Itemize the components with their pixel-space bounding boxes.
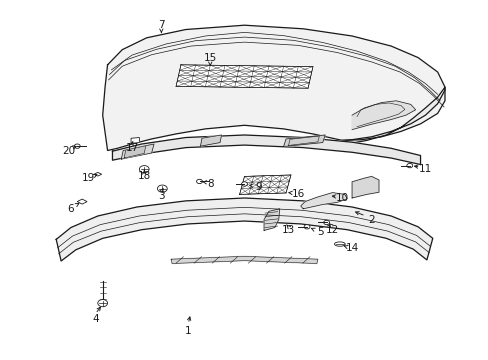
Text: 12: 12 <box>325 225 339 235</box>
Ellipse shape <box>334 242 345 246</box>
Polygon shape <box>351 176 378 198</box>
Circle shape <box>323 220 329 225</box>
Polygon shape <box>171 256 317 264</box>
Polygon shape <box>176 65 312 88</box>
Circle shape <box>74 144 80 148</box>
Text: 1: 1 <box>184 326 191 336</box>
Text: 18: 18 <box>137 171 151 181</box>
Polygon shape <box>131 138 139 143</box>
Circle shape <box>196 179 202 184</box>
Polygon shape <box>121 144 154 159</box>
Circle shape <box>241 182 247 186</box>
Text: 7: 7 <box>158 20 164 30</box>
Circle shape <box>157 185 167 192</box>
Polygon shape <box>332 87 444 144</box>
Text: 4: 4 <box>92 314 99 324</box>
Polygon shape <box>112 135 420 165</box>
Polygon shape <box>264 209 279 230</box>
Polygon shape <box>77 199 87 204</box>
Polygon shape <box>94 172 102 176</box>
Text: 14: 14 <box>345 243 358 253</box>
Text: 19: 19 <box>81 173 95 183</box>
Text: 2: 2 <box>367 215 374 225</box>
Text: 3: 3 <box>158 191 164 201</box>
Polygon shape <box>102 25 444 150</box>
Text: 13: 13 <box>281 225 295 235</box>
Polygon shape <box>239 175 290 194</box>
Text: 17: 17 <box>125 143 139 153</box>
Polygon shape <box>300 193 346 209</box>
Polygon shape <box>283 135 325 147</box>
Text: 11: 11 <box>418 164 431 174</box>
Text: 16: 16 <box>291 189 305 199</box>
Polygon shape <box>200 135 221 146</box>
Circle shape <box>98 300 107 307</box>
Circle shape <box>139 166 149 173</box>
Text: 9: 9 <box>255 182 262 192</box>
Polygon shape <box>124 146 145 158</box>
Circle shape <box>406 163 412 168</box>
Text: 20: 20 <box>62 146 75 156</box>
Text: 15: 15 <box>203 53 217 63</box>
Circle shape <box>304 225 309 229</box>
Text: 8: 8 <box>206 179 213 189</box>
Polygon shape <box>351 101 415 130</box>
Text: 6: 6 <box>67 204 74 214</box>
Polygon shape <box>56 198 432 261</box>
Text: 10: 10 <box>335 193 348 203</box>
Text: 5: 5 <box>316 227 323 237</box>
